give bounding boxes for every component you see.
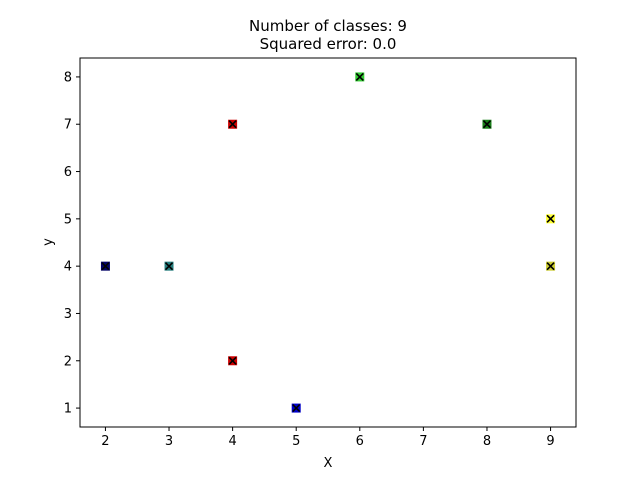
y-tick-label: 8: [64, 70, 72, 85]
data-point: [100, 261, 110, 271]
point-x-marker: [292, 404, 301, 413]
y-axis-label: y: [41, 238, 56, 246]
point-x-marker: [164, 262, 174, 271]
x-axis-label: X: [324, 456, 333, 471]
point-x-marker: [228, 120, 237, 129]
x-tick-label: 7: [419, 434, 427, 449]
point-x-marker: [228, 356, 237, 365]
y-tick-label: 4: [64, 260, 72, 275]
data-point: [164, 261, 174, 271]
data-point: [291, 403, 301, 413]
y-tick-label: 6: [64, 165, 72, 180]
chart-subtitle: Squared error: 0.0: [260, 35, 397, 53]
x-tick-label: 3: [165, 434, 173, 449]
x-tick-label: 4: [228, 434, 236, 449]
point-x-marker: [355, 72, 364, 81]
data-point: [355, 72, 365, 82]
x-tick-label: 5: [292, 434, 300, 449]
point-x-marker: [482, 120, 492, 129]
point-x-marker: [546, 262, 555, 271]
x-tick-label: 8: [483, 434, 491, 449]
x-tick-label: 2: [101, 434, 109, 449]
data-point: [546, 261, 556, 271]
x-tick-label: 6: [356, 434, 364, 449]
data-point: [546, 214, 556, 224]
y-tick-label: 1: [64, 402, 72, 417]
plot-frame: [79, 57, 577, 428]
x-tick-label: 9: [546, 434, 554, 449]
data-point: [228, 119, 238, 129]
y-tick-label: 3: [64, 307, 72, 322]
y-tick-label: 2: [64, 354, 72, 369]
data-point: [228, 356, 238, 366]
chart-title: Number of classes: 9: [249, 17, 407, 35]
point-x-marker: [546, 214, 555, 223]
plot-area: 2 3 4 5 6 7 8 9 1 2 3 4 5 6 7 8: [64, 57, 577, 449]
data-point: [482, 119, 492, 129]
y-tick-label: 5: [64, 212, 72, 227]
point-x-marker: [101, 262, 110, 271]
y-tick-label: 7: [64, 118, 72, 133]
